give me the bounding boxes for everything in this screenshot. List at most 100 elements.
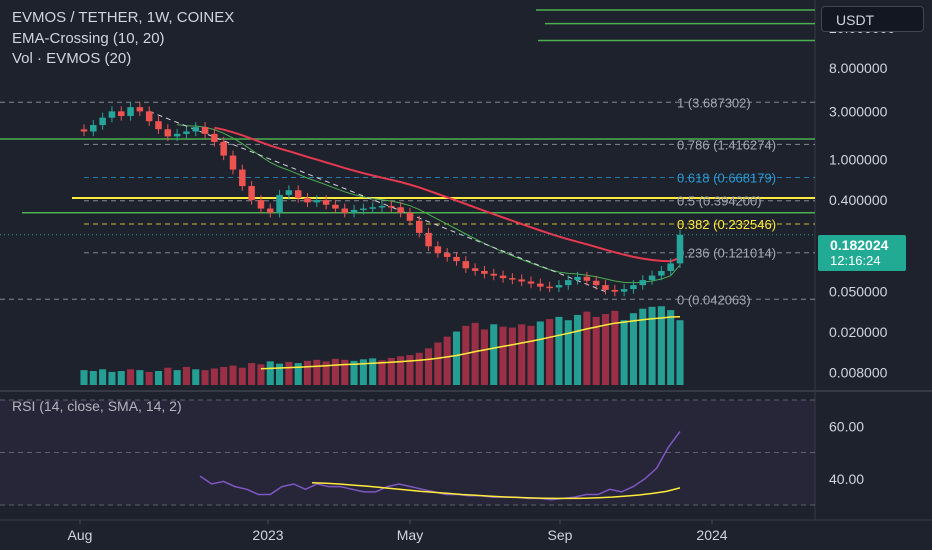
candle-body bbox=[518, 279, 525, 282]
volume-bar bbox=[574, 314, 582, 385]
candle-body bbox=[602, 285, 609, 290]
ema-indicator-label[interactable]: EMA-Crossing (10, 20) bbox=[12, 30, 165, 47]
volume-bar bbox=[359, 359, 367, 385]
price-tick-label: 3.000000 bbox=[829, 103, 888, 119]
volume-bar bbox=[378, 360, 386, 385]
volume-bar bbox=[164, 367, 172, 385]
fib-label-0.786: 0.786 (1.416274) bbox=[677, 137, 776, 152]
ema-slow-line bbox=[214, 126, 681, 263]
candle-body bbox=[583, 276, 591, 281]
volume-bar bbox=[667, 310, 675, 385]
fib-label-0.236: 0.236 (0.121014) bbox=[677, 246, 776, 261]
volume-bar bbox=[145, 371, 153, 385]
volume-bar bbox=[127, 369, 135, 385]
candle-body bbox=[537, 283, 544, 287]
volume-bar bbox=[117, 371, 125, 385]
volume-bar bbox=[397, 356, 405, 385]
volume-bar bbox=[154, 371, 163, 385]
volume-bar bbox=[229, 365, 237, 385]
volume-bar bbox=[136, 370, 144, 385]
volume-bar bbox=[425, 348, 433, 385]
fib-label-1: 1 (3.687302) bbox=[677, 95, 751, 110]
candle-body bbox=[201, 127, 209, 134]
candle-body bbox=[499, 275, 507, 279]
volume-bar bbox=[471, 322, 479, 385]
volume-bar bbox=[108, 371, 116, 385]
volume-bar bbox=[657, 306, 665, 385]
volume-bar bbox=[546, 319, 554, 385]
candle-body bbox=[239, 169, 246, 187]
volume-bar bbox=[406, 355, 414, 385]
trend-line bbox=[149, 110, 606, 293]
volume-bar bbox=[369, 358, 377, 385]
current-price-value: 0.182024 bbox=[830, 237, 889, 253]
price-tick-label: 1.000000 bbox=[829, 152, 888, 168]
volume-bar bbox=[350, 360, 358, 385]
volume-bar bbox=[313, 359, 321, 385]
price-tick-label: 0.050000 bbox=[829, 284, 888, 300]
volume-bar bbox=[536, 321, 544, 385]
candle-body bbox=[388, 205, 395, 208]
fib-label-0.5: 0.5 (0.394200) bbox=[677, 194, 762, 209]
volume-bar bbox=[499, 326, 507, 385]
candle-body bbox=[304, 197, 311, 203]
volume-bar bbox=[201, 370, 209, 385]
time-tick-label: 2024 bbox=[696, 527, 727, 543]
volume-bar bbox=[527, 325, 535, 385]
symbol-title[interactable]: EVMOS / TETHER, 1W, COINEX bbox=[12, 9, 235, 26]
time-tick-label: 2023 bbox=[252, 527, 283, 543]
volume-bar bbox=[387, 357, 395, 385]
candle-body bbox=[555, 285, 563, 288]
candle-body bbox=[443, 253, 451, 257]
candle-body bbox=[322, 200, 330, 205]
candle-body bbox=[406, 212, 414, 221]
volume-bar bbox=[322, 361, 330, 385]
volume-bar bbox=[629, 313, 637, 385]
candle-body bbox=[341, 208, 349, 213]
volume-bar bbox=[639, 308, 647, 385]
volume-bar bbox=[238, 367, 246, 385]
volume-bar bbox=[285, 361, 293, 385]
candle-body bbox=[192, 127, 200, 132]
candle-body bbox=[155, 121, 162, 130]
candle-body bbox=[564, 280, 572, 286]
candle-body bbox=[173, 133, 181, 137]
candle-body bbox=[639, 280, 647, 286]
volume-bar bbox=[480, 329, 488, 385]
volume-bar bbox=[555, 316, 563, 385]
candle-body bbox=[313, 200, 321, 203]
volume-indicator-label[interactable]: Vol · EVMOS (20) bbox=[12, 50, 132, 67]
currency-button[interactable]: USDT bbox=[821, 6, 924, 32]
candle-body bbox=[397, 207, 404, 213]
price-tick-label: 0.008000 bbox=[829, 364, 888, 380]
candle-body bbox=[509, 278, 516, 280]
candle-body bbox=[229, 155, 237, 170]
candle-body bbox=[294, 190, 302, 198]
candle-body bbox=[164, 129, 172, 137]
candle-body bbox=[257, 200, 265, 209]
candle-body bbox=[453, 256, 460, 262]
volume-bar bbox=[611, 310, 619, 385]
volume-bar bbox=[341, 359, 349, 385]
volume-bar bbox=[294, 363, 302, 385]
volume-bar bbox=[89, 371, 97, 385]
candle-body bbox=[90, 125, 97, 132]
volume-bar bbox=[601, 314, 610, 385]
candle-body bbox=[220, 141, 227, 156]
candle-body bbox=[630, 285, 637, 290]
rsi-tick-label: 40.00 bbox=[829, 471, 864, 487]
time-tick-label: Sep bbox=[548, 527, 573, 543]
candle-body bbox=[415, 220, 423, 233]
volume-bar bbox=[592, 316, 600, 385]
candle-body bbox=[462, 261, 470, 269]
rsi-indicator-label[interactable]: RSI (14, close, SMA, 14, 2) bbox=[12, 398, 182, 414]
volume-bar bbox=[452, 331, 461, 385]
volume-bar bbox=[518, 324, 526, 385]
volume-bar bbox=[490, 324, 498, 385]
candle-body bbox=[481, 270, 488, 274]
volume-bar bbox=[303, 360, 312, 385]
price-tick-label: 0.400000 bbox=[829, 192, 888, 208]
volume-bar bbox=[99, 369, 107, 385]
